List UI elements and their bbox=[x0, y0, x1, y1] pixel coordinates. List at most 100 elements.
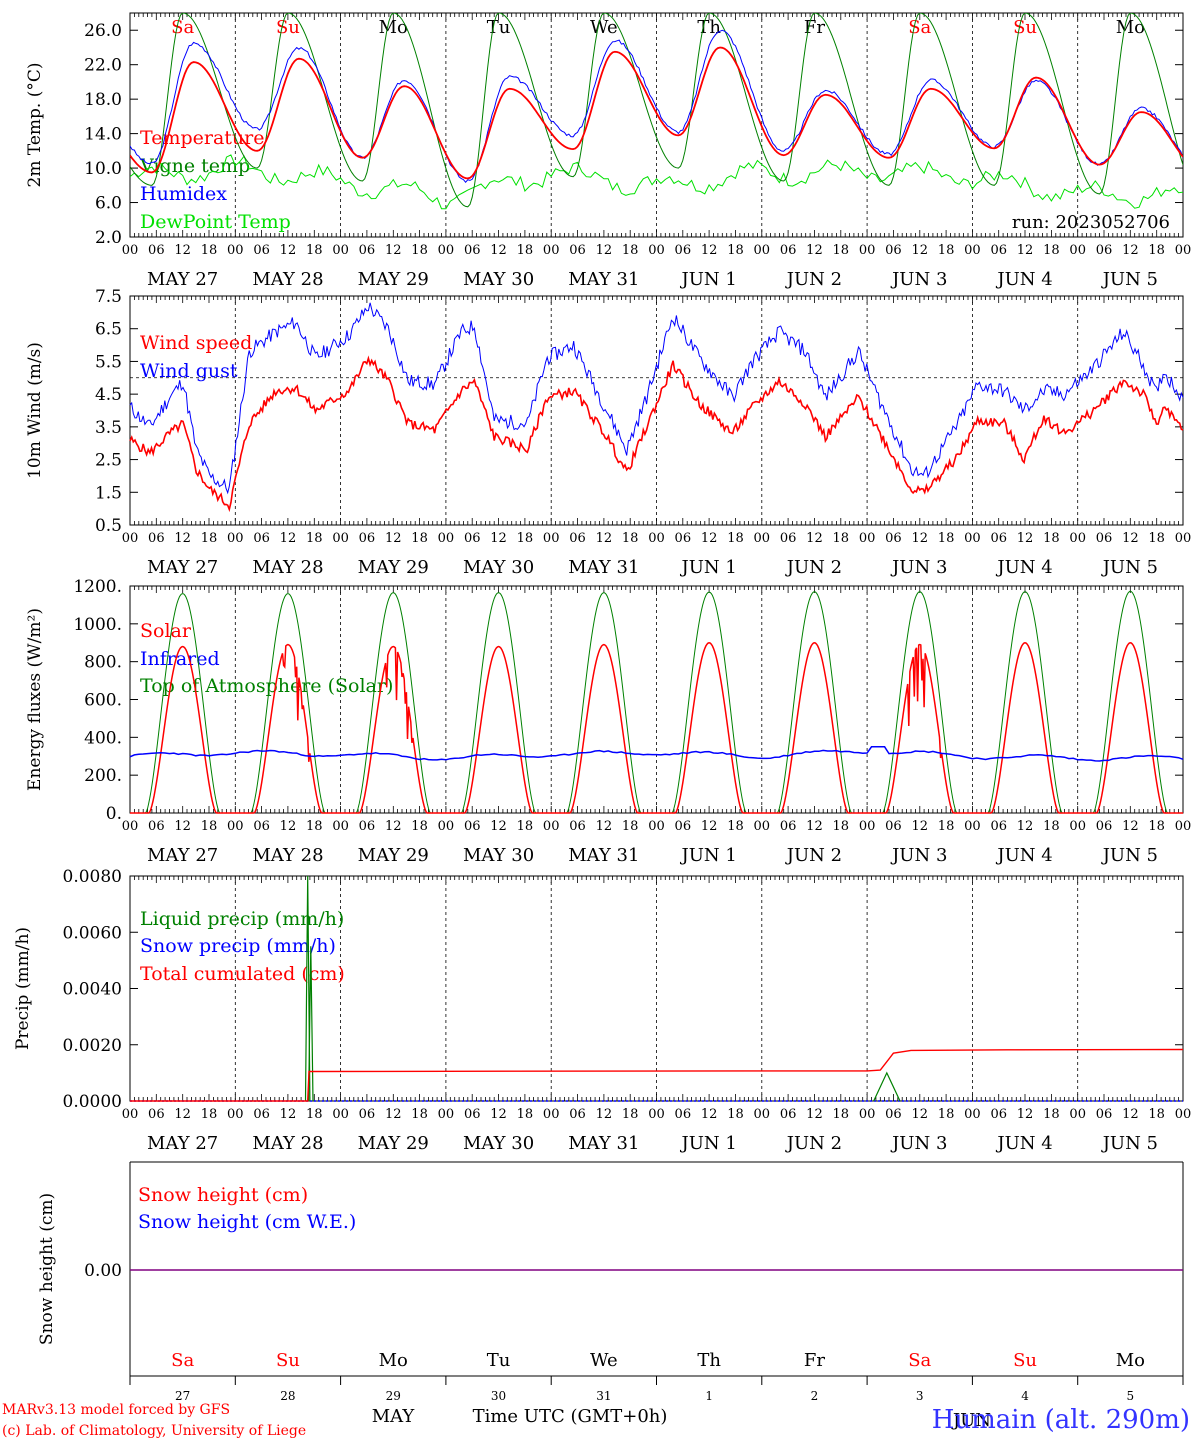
hour-tick-label: 18 bbox=[411, 243, 428, 258]
weekday-label: Sa bbox=[171, 17, 194, 38]
hour-tick-label: 18 bbox=[727, 243, 744, 258]
hour-tick-label: 00 bbox=[754, 1107, 771, 1122]
panel-1: 2.0 6.0 10.0 14.0 18.0 22.0 26.0 2m Temp. (°C) 0… bbox=[25, 12, 1191, 290]
date-label: MAY 27 bbox=[147, 269, 218, 290]
date-label: MAY 30 bbox=[463, 557, 534, 578]
series-vigne-line bbox=[130, 13, 1183, 208]
hour-tick-label: 18 bbox=[938, 531, 955, 546]
legend-entry: Temperature bbox=[140, 127, 264, 149]
date-label: MAY 30 bbox=[463, 845, 534, 866]
hour-tick-label: 18 bbox=[201, 819, 218, 834]
date-label: JUN 5 bbox=[1101, 557, 1158, 578]
hour-tick-label: 06 bbox=[780, 1107, 797, 1122]
series-infrared-line bbox=[129, 746, 1184, 762]
hour-tick-label: 18 bbox=[622, 819, 639, 834]
hour-tick-label: 12 bbox=[385, 1107, 402, 1122]
series-total-cumulated-line bbox=[130, 1048, 1184, 1102]
hour-tick-label: 06 bbox=[569, 819, 586, 834]
day-number-label: 29 bbox=[386, 1389, 401, 1403]
hour-tick-label: 12 bbox=[911, 243, 928, 258]
hour-tick-label: 00 bbox=[648, 819, 665, 834]
y-tick-label: 18.0 bbox=[84, 90, 122, 110]
weekday-label: Su bbox=[276, 1350, 300, 1371]
legend-entry: Infrared bbox=[140, 648, 220, 670]
hour-tick-label: 00 bbox=[122, 243, 139, 258]
weekday-label: Sa bbox=[171, 1350, 194, 1371]
date-label: MAY 28 bbox=[252, 557, 323, 578]
date-label: MAY 29 bbox=[358, 1133, 429, 1154]
hour-tick-label: 18 bbox=[411, 1107, 428, 1122]
weekday-label: Th bbox=[697, 1350, 721, 1371]
date-label: MAY 28 bbox=[252, 845, 323, 866]
hour-tick-label: 18 bbox=[727, 1107, 744, 1122]
hour-tick-label: 00 bbox=[122, 1107, 139, 1122]
legend-entry: Vigne temp bbox=[139, 155, 250, 177]
date-label: JUN 3 bbox=[890, 845, 947, 866]
date-label: MAY 29 bbox=[358, 557, 429, 578]
hour-tick-label: 06 bbox=[464, 531, 481, 546]
hour-tick-label: 12 bbox=[806, 243, 823, 258]
hour-tick-label: 18 bbox=[622, 243, 639, 258]
y-axis-label: 2m Temp. (°C) bbox=[25, 62, 45, 187]
hour-tick-label: 00 bbox=[648, 243, 665, 258]
hour-tick-label: 00 bbox=[543, 531, 560, 546]
hour-tick-label: 12 bbox=[596, 819, 613, 834]
date-label: JUN 3 bbox=[890, 557, 947, 578]
date-label: JUN 4 bbox=[995, 845, 1052, 866]
y-tick-label: 22.0 bbox=[84, 56, 122, 76]
date-label: JUN 4 bbox=[995, 1133, 1052, 1154]
hour-tick-label: 12 bbox=[806, 819, 823, 834]
model-credit: MARv3.13 model forced by GFS bbox=[2, 1402, 230, 1418]
hour-tick-label: 00 bbox=[754, 243, 771, 258]
y-tick-label: 6.0 bbox=[95, 194, 122, 214]
hour-tick-label: 00 bbox=[227, 243, 244, 258]
hour-tick-label: 00 bbox=[964, 1107, 981, 1122]
legend-entry: Liquid precip (mm/h) bbox=[140, 908, 344, 930]
hour-tick-label: 06 bbox=[359, 243, 376, 258]
hour-tick-label: 18 bbox=[1148, 819, 1165, 834]
hour-tick-label: 00 bbox=[438, 819, 455, 834]
series-solar-line bbox=[130, 642, 1183, 814]
x-minor-ticks bbox=[129, 586, 1184, 813]
y-tick-label: 3.5 bbox=[95, 418, 122, 438]
hour-tick-label: 06 bbox=[990, 819, 1007, 834]
hour-tick-label: 06 bbox=[569, 243, 586, 258]
hour-tick-label: 12 bbox=[596, 243, 613, 258]
series-wind-gust-line bbox=[129, 302, 1184, 495]
date-label: JUN 2 bbox=[785, 269, 842, 290]
hour-tick-label: 00 bbox=[754, 819, 771, 834]
hour-tick-label: 00 bbox=[438, 243, 455, 258]
day-number-label: 31 bbox=[596, 1389, 611, 1403]
day-number-label: 27 bbox=[175, 1389, 190, 1403]
hour-tick-label: 06 bbox=[464, 819, 481, 834]
weekday-label: Sa bbox=[908, 1350, 931, 1371]
date-label: JUN 2 bbox=[785, 557, 842, 578]
weekday-label: We bbox=[590, 1350, 618, 1371]
weekday-label: Mo bbox=[1116, 1350, 1145, 1371]
hour-tick-label: 06 bbox=[253, 1107, 270, 1122]
hour-tick-label: 00 bbox=[438, 1107, 455, 1122]
hour-tick-label: 12 bbox=[280, 1107, 297, 1122]
hour-tick-label: 00 bbox=[332, 1107, 349, 1122]
y-tick-label: 1000. bbox=[73, 615, 122, 635]
hour-tick-label: 00 bbox=[1069, 819, 1086, 834]
date-label: JUN 4 bbox=[995, 269, 1052, 290]
date-label: JUN 5 bbox=[1101, 269, 1158, 290]
y-tick-label: 7.5 bbox=[95, 287, 122, 307]
hour-tick-label: 18 bbox=[306, 531, 323, 546]
hour-tick-label: 12 bbox=[490, 243, 507, 258]
hour-tick-label: 12 bbox=[806, 531, 823, 546]
y-tick-label: 2.5 bbox=[95, 451, 122, 471]
hour-tick-label: 18 bbox=[938, 243, 955, 258]
hour-tick-label: 06 bbox=[1096, 531, 1113, 546]
hour-tick-label: 00 bbox=[964, 819, 981, 834]
hour-tick-label: 18 bbox=[201, 243, 218, 258]
hour-tick-label: 18 bbox=[201, 1107, 218, 1122]
hour-tick-label: 18 bbox=[1043, 1107, 1060, 1122]
hour-tick-label: 12 bbox=[1122, 819, 1139, 834]
date-label: MAY 31 bbox=[568, 557, 639, 578]
hour-tick-label: 06 bbox=[675, 819, 692, 834]
hour-tick-label: 12 bbox=[174, 243, 191, 258]
hour-tick-label: 00 bbox=[227, 531, 244, 546]
